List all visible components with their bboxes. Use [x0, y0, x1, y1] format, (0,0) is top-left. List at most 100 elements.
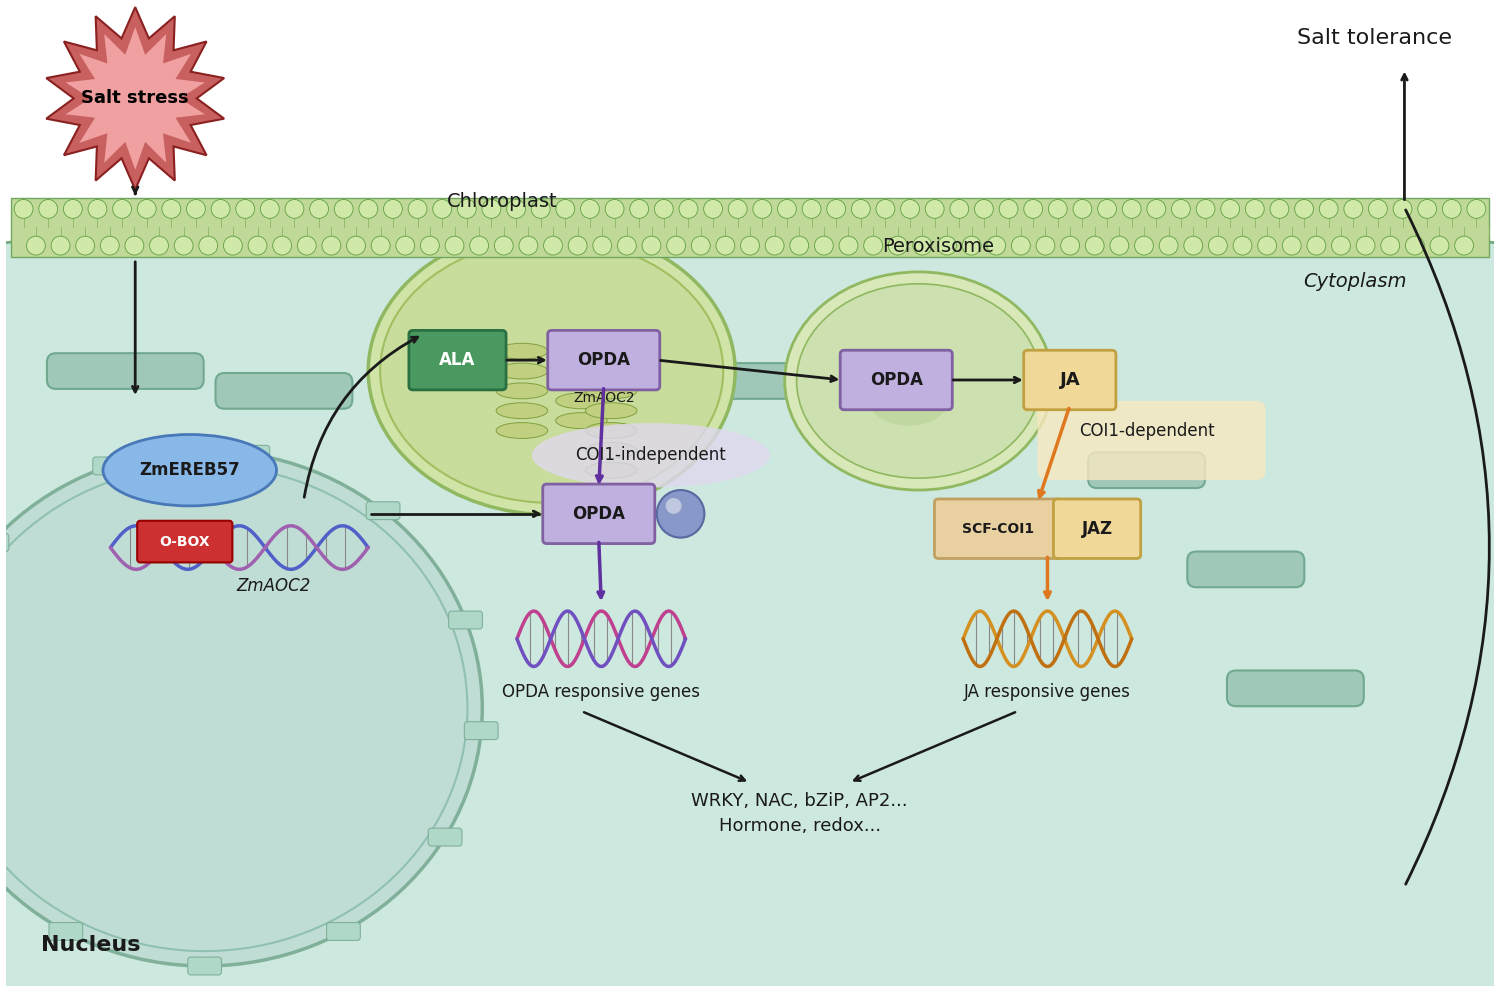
Circle shape	[370, 237, 390, 255]
Circle shape	[827, 200, 846, 219]
Circle shape	[211, 200, 230, 219]
Circle shape	[124, 237, 144, 255]
Ellipse shape	[380, 240, 723, 503]
Circle shape	[63, 200, 82, 219]
Circle shape	[162, 200, 180, 219]
Circle shape	[876, 200, 896, 219]
Circle shape	[1221, 200, 1239, 219]
Circle shape	[580, 200, 600, 219]
Text: ZmEREB57: ZmEREB57	[140, 461, 240, 479]
Text: OPDA: OPDA	[870, 371, 922, 389]
Circle shape	[666, 498, 681, 514]
Circle shape	[297, 237, 316, 255]
Circle shape	[224, 237, 243, 255]
Circle shape	[1172, 200, 1191, 219]
Circle shape	[174, 237, 194, 255]
FancyBboxPatch shape	[666, 363, 834, 399]
Circle shape	[309, 200, 328, 219]
Circle shape	[888, 237, 908, 255]
Circle shape	[1320, 200, 1338, 219]
Circle shape	[777, 200, 796, 219]
FancyBboxPatch shape	[1023, 350, 1116, 410]
Circle shape	[1196, 200, 1215, 219]
Text: Salt tolerance: Salt tolerance	[1298, 28, 1452, 48]
Circle shape	[1368, 200, 1388, 219]
Circle shape	[753, 200, 771, 219]
FancyBboxPatch shape	[236, 446, 270, 463]
Circle shape	[765, 237, 784, 255]
Ellipse shape	[532, 423, 770, 487]
Text: Chloroplast: Chloroplast	[447, 192, 558, 212]
Text: COI1-independent: COI1-independent	[576, 446, 726, 464]
Ellipse shape	[585, 403, 638, 419]
FancyBboxPatch shape	[93, 457, 126, 475]
Circle shape	[1406, 237, 1425, 255]
Circle shape	[39, 200, 57, 219]
Circle shape	[1160, 237, 1178, 255]
FancyBboxPatch shape	[327, 923, 360, 940]
Circle shape	[950, 200, 969, 219]
Ellipse shape	[496, 423, 548, 439]
Circle shape	[334, 200, 352, 219]
Circle shape	[396, 237, 414, 255]
Circle shape	[556, 200, 574, 219]
Circle shape	[1270, 200, 1288, 219]
Circle shape	[1011, 237, 1031, 255]
Text: ALA: ALA	[440, 351, 476, 369]
Text: OPDA responsive genes: OPDA responsive genes	[503, 683, 700, 701]
Circle shape	[926, 200, 944, 219]
Ellipse shape	[555, 413, 608, 429]
Ellipse shape	[555, 393, 608, 409]
Text: JA: JA	[1059, 371, 1080, 389]
Ellipse shape	[0, 450, 483, 966]
Ellipse shape	[555, 334, 608, 349]
Ellipse shape	[496, 383, 548, 399]
FancyBboxPatch shape	[934, 499, 1062, 558]
Circle shape	[446, 237, 464, 255]
Circle shape	[1110, 237, 1130, 255]
Ellipse shape	[784, 272, 1053, 490]
Circle shape	[852, 200, 870, 219]
Ellipse shape	[496, 363, 548, 379]
Circle shape	[975, 200, 993, 219]
Text: ZmAOC2: ZmAOC2	[573, 391, 634, 405]
Circle shape	[200, 237, 217, 255]
FancyBboxPatch shape	[1038, 401, 1266, 480]
Circle shape	[1122, 200, 1142, 219]
Circle shape	[790, 237, 808, 255]
Text: Nucleus: Nucleus	[40, 936, 141, 955]
Circle shape	[100, 237, 118, 255]
Circle shape	[1060, 237, 1080, 255]
Circle shape	[186, 200, 206, 219]
Ellipse shape	[868, 376, 948, 426]
FancyBboxPatch shape	[0, 534, 9, 551]
Circle shape	[1134, 237, 1154, 255]
Circle shape	[408, 200, 428, 219]
Circle shape	[1356, 237, 1376, 255]
Circle shape	[666, 237, 686, 255]
Circle shape	[458, 200, 476, 219]
Polygon shape	[66, 27, 206, 169]
Circle shape	[138, 200, 156, 219]
Circle shape	[938, 237, 957, 255]
Text: SCF-COI1: SCF-COI1	[962, 522, 1034, 536]
Circle shape	[75, 237, 94, 255]
Circle shape	[999, 200, 1018, 219]
Ellipse shape	[368, 228, 735, 515]
Circle shape	[519, 237, 538, 255]
Circle shape	[741, 237, 759, 255]
FancyBboxPatch shape	[543, 484, 656, 544]
Circle shape	[1245, 200, 1264, 219]
Circle shape	[322, 237, 340, 255]
Ellipse shape	[104, 435, 276, 506]
Ellipse shape	[496, 403, 548, 419]
Circle shape	[1344, 200, 1362, 219]
Circle shape	[1148, 200, 1166, 219]
Circle shape	[592, 237, 612, 255]
FancyBboxPatch shape	[1188, 551, 1305, 587]
FancyBboxPatch shape	[216, 373, 352, 409]
FancyBboxPatch shape	[880, 423, 1017, 458]
Circle shape	[150, 237, 168, 255]
Circle shape	[261, 200, 279, 219]
Ellipse shape	[585, 443, 638, 458]
